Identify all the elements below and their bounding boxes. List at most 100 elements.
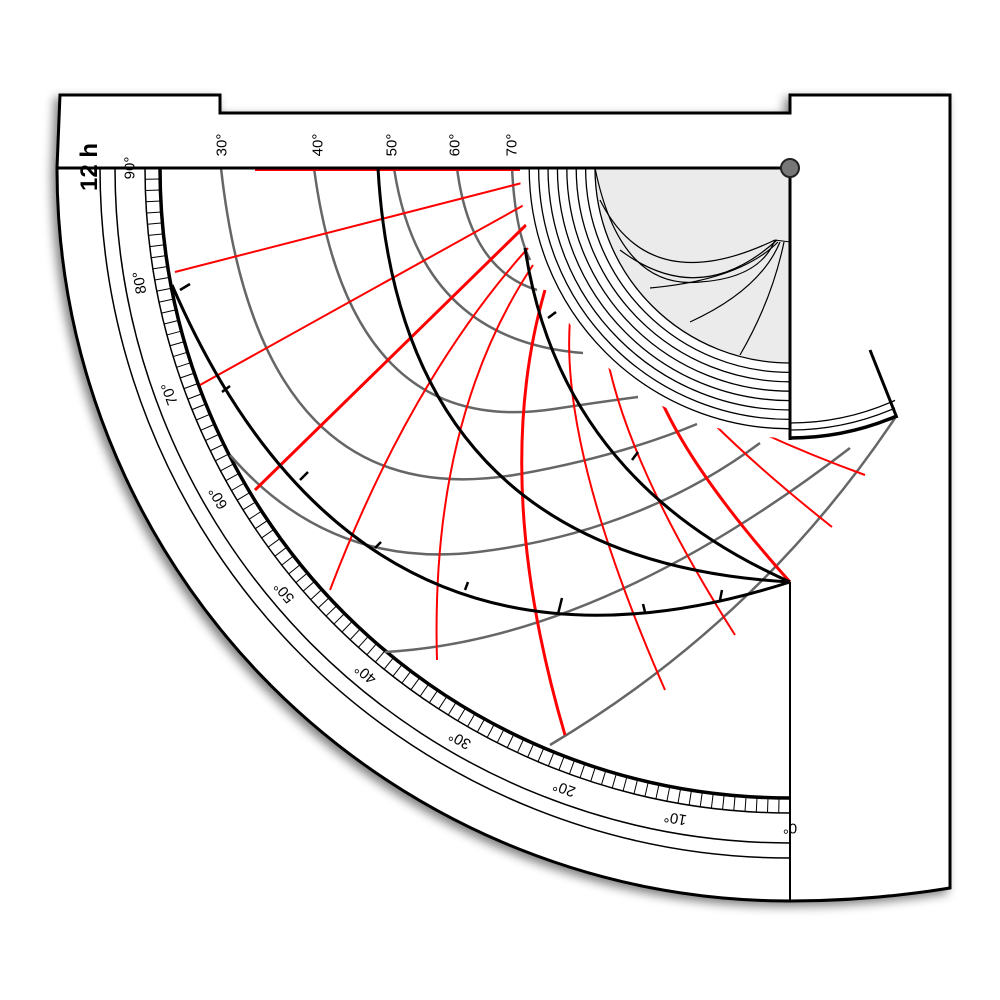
altitude-arc: [455, 167, 538, 292]
degree-scale: [99, 167, 791, 859]
scale-tick: [176, 362, 191, 368]
scale-tick: [231, 482, 245, 491]
scale-tick: [755, 797, 758, 813]
scale-tick: [164, 319, 179, 325]
scale-tick: [766, 797, 769, 813]
hour-line: [253, 223, 528, 492]
scale-tick: [145, 200, 161, 203]
scale-tick: [375, 650, 386, 663]
scale-tick: [200, 423, 215, 431]
scale-tick: [447, 702, 457, 716]
scale-tick: [191, 403, 207, 411]
top-scale-label: 70°: [504, 134, 521, 157]
scale-tick: [722, 794, 725, 810]
inner-ring: [537, 167, 791, 421]
scale-tick: [281, 555, 294, 566]
scale-tick: [146, 211, 162, 214]
hour-line: [606, 356, 736, 636]
arc-scale-label: 10°: [663, 808, 688, 829]
scale-tick: [215, 453, 229, 462]
inner-fill: [595, 168, 790, 363]
arc-tick: [641, 603, 647, 613]
scale-tick: [154, 276, 170, 281]
inner-ring: [584, 167, 791, 374]
scale-tick: [611, 773, 617, 789]
inner-curve: [689, 241, 781, 323]
scale-tick: [410, 677, 421, 691]
inner-curve: [739, 241, 785, 356]
extension-arc: [789, 415, 896, 440]
scale-tick: [622, 776, 628, 792]
arc-tick: [547, 311, 557, 319]
scale-tick: [196, 413, 211, 421]
scale-tick: [744, 796, 747, 812]
declination-arc: [376, 167, 791, 584]
scale-tick: [677, 788, 682, 804]
hour-line: [199, 204, 525, 386]
inner-curve: [619, 239, 778, 279]
altitude-arc: [384, 447, 851, 654]
scale-tick: [733, 795, 736, 811]
scale-tick: [302, 580, 315, 592]
altitude-arc: [312, 167, 639, 414]
scale-tick: [655, 784, 660, 800]
scale-tick: [288, 564, 301, 575]
arc-scale-label: 20°: [551, 776, 578, 800]
pivot-bead[interactable]: [780, 158, 800, 178]
inner-ring: [556, 167, 791, 402]
hour-line: [709, 419, 833, 528]
scale-tick: [274, 546, 288, 557]
scale-tick: [496, 729, 505, 743]
scale-tick: [633, 779, 639, 794]
declination-arcs: [170, 167, 791, 617]
scale-tick: [151, 255, 167, 259]
scale-tick: [220, 463, 234, 472]
scale-tick: [537, 747, 545, 762]
top-scale-label: 50°: [384, 134, 401, 157]
arc-tick: [463, 581, 470, 591]
scale-tick: [147, 222, 163, 225]
declination-arc: [523, 247, 791, 584]
scale-tick: [210, 443, 224, 452]
scale-tick: [419, 683, 430, 697]
altitude-arcs: [219, 167, 897, 747]
extension-arc: [789, 407, 896, 431]
scale-tick: [476, 718, 486, 733]
declination-arc: [170, 284, 791, 617]
scale-tick: [179, 372, 195, 379]
scale-tick: [467, 713, 476, 727]
arc-scale-label: 90°: [122, 157, 139, 180]
scale-tick: [590, 767, 596, 782]
scale-tick: [358, 635, 369, 648]
scale-tick: [710, 793, 714, 809]
inner-tick: [774, 239, 791, 243]
hour-line: [174, 182, 523, 273]
scale-tick: [666, 786, 671, 802]
scale-tick: [295, 572, 308, 583]
scale-tick: [148, 233, 164, 236]
scale-ring: [99, 167, 791, 859]
cursor-line: [868, 349, 899, 419]
scale-tick: [349, 628, 361, 641]
scale-tick: [183, 383, 199, 390]
hour-line: [656, 392, 792, 583]
arc-tick: [556, 597, 564, 615]
scale-tick: [242, 501, 256, 511]
altitude-arc: [219, 167, 698, 481]
scale-tick: [161, 309, 177, 314]
scale-tick: [158, 298, 174, 303]
scale-tick: [149, 244, 165, 248]
scale-tick: [547, 751, 555, 767]
scale-tick: [205, 433, 220, 442]
arc-tick: [299, 471, 309, 481]
inner-ring: [594, 167, 791, 364]
altitude-arc: [392, 167, 584, 355]
scale-tick: [173, 351, 188, 358]
scale-tick: [156, 287, 172, 292]
top-scale-label: 40°: [310, 134, 327, 157]
arc-scale-label: 0°: [783, 820, 797, 837]
scale-tick: [166, 330, 182, 336]
scale-tick: [187, 393, 203, 400]
scale-tick: [516, 738, 525, 753]
